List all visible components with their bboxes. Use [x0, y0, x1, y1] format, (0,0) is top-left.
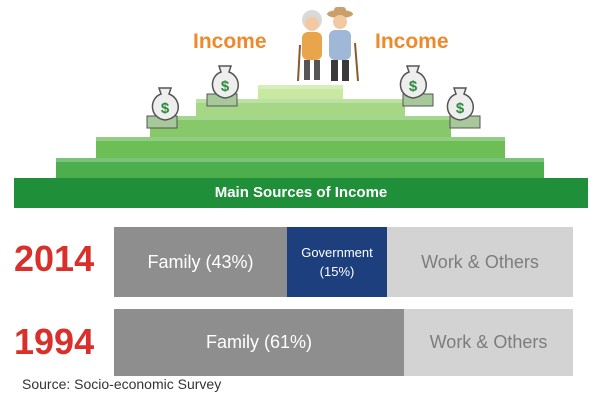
main-sources-label: Main Sources of Income: [214, 184, 388, 201]
pyramid-step-2: [56, 158, 544, 178]
pyramid-step-3: [96, 137, 505, 158]
segment-family-2014: Family (43%): [114, 227, 287, 297]
segment-label: Government: [301, 245, 373, 260]
pyramid-step-4: [150, 116, 451, 137]
segment-label: Work & Others: [429, 332, 548, 352]
income-label-right: Income: [375, 30, 449, 53]
money-bag-icon: $: [206, 65, 239, 107]
source-note: Source: Socio-economic Survey: [22, 376, 222, 392]
segment-family-1994: Family (61%): [114, 309, 404, 376]
svg-text:$: $: [409, 78, 418, 95]
segment-work-others-2014: Work & Others: [387, 227, 573, 297]
year-label-2014: 2014: [14, 238, 95, 279]
svg-text:$: $: [161, 100, 170, 117]
segment-label: Work & Others: [421, 251, 539, 272]
money-bag-icon: $: [446, 87, 481, 129]
segment-label-percent: (15%): [319, 264, 355, 279]
money-bag-icon: $: [146, 87, 179, 129]
segment-label: Family (43%): [147, 251, 254, 272]
segment-government-2014: Government (15%): [287, 227, 387, 297]
pyramid-base: [14, 178, 588, 208]
svg-text:$: $: [456, 100, 465, 117]
year-label-1994: 1994: [14, 321, 95, 362]
elderly-couple-icon: [297, 7, 359, 82]
segment-label: Family (61%): [205, 332, 312, 352]
svg-text:$: $: [221, 78, 230, 95]
money-bag-icon: $: [399, 65, 434, 107]
income-label-left: Income: [193, 30, 267, 53]
pyramid-step-6: [258, 85, 343, 99]
pyramid-step-5: [196, 99, 405, 116]
segment-work-others-1994: Work & Others: [404, 309, 573, 376]
